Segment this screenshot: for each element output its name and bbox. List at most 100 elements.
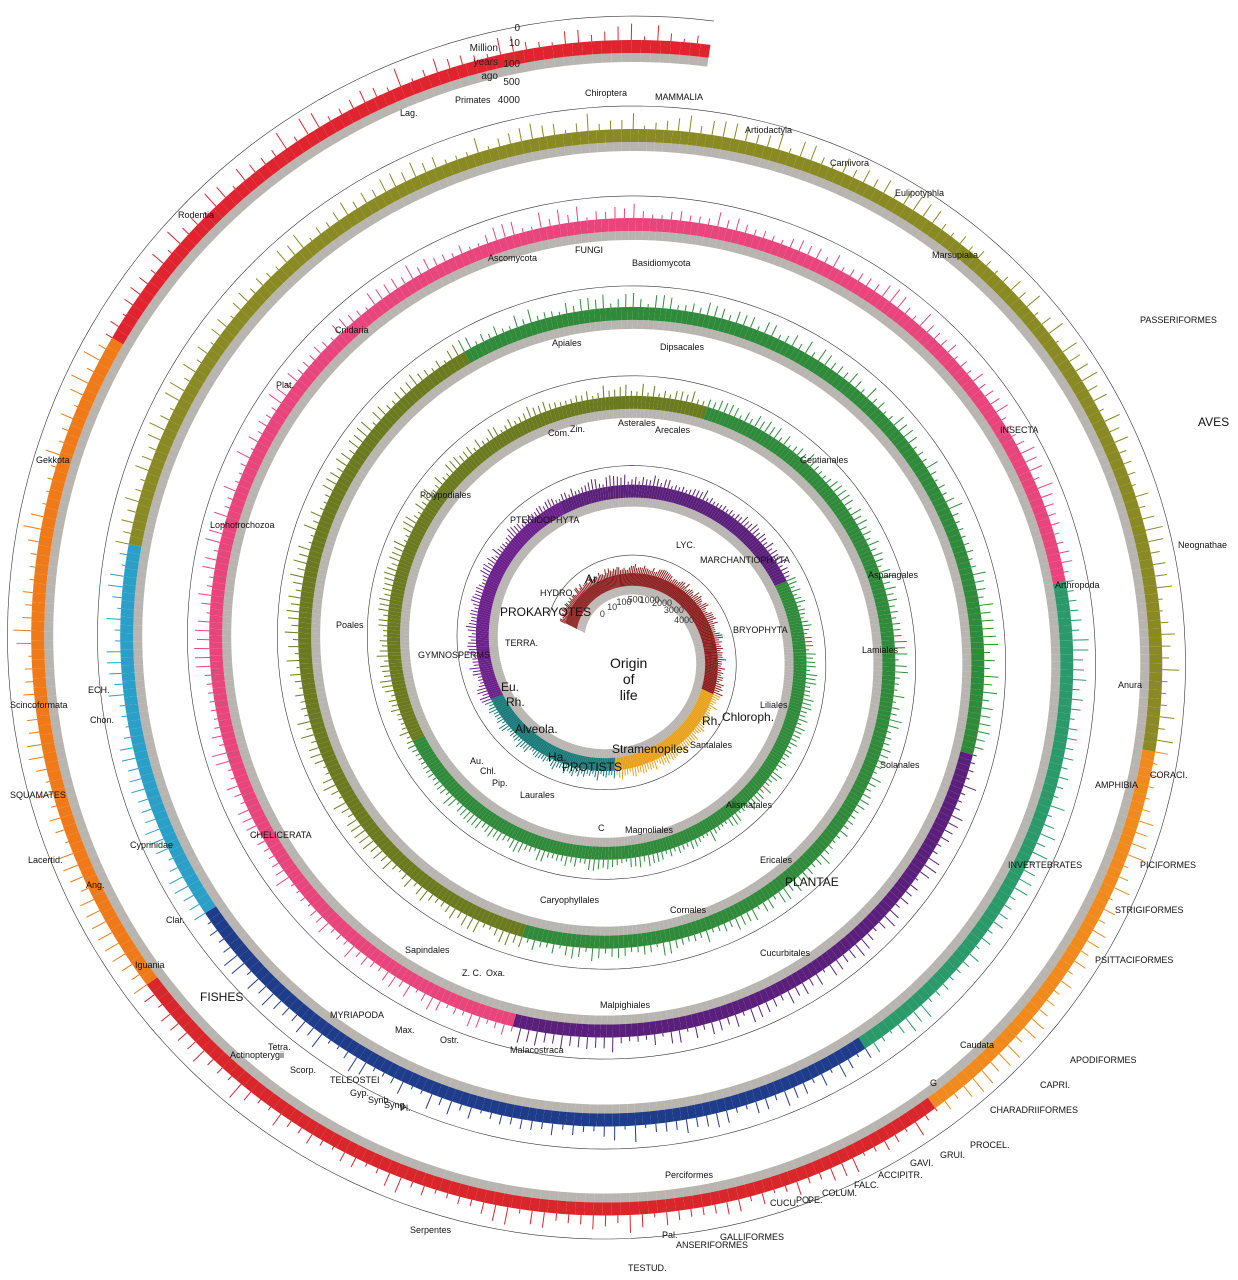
clade-band-segment [423,375,436,390]
grey-time-band-segment [563,742,570,751]
grey-time-band-segment [730,537,739,546]
grey-time-band-segment [642,740,647,751]
grey-time-band-segment [664,597,672,605]
clade-band-segment [971,654,985,661]
clade-band-segment [866,751,880,761]
grey-time-band-segment [44,640,54,650]
clade-band-segment [951,544,967,554]
clade-band-segment [693,706,705,717]
clade-band-segment [419,379,432,393]
clade-band-segment [437,487,450,500]
grey-time-band-segment [575,745,581,755]
clade-band-segment [373,423,387,437]
grey-time-band-segment [428,523,439,532]
clade-band-segment [523,48,535,63]
grey-time-band-segment [530,917,538,928]
grey-time-band-segment [309,877,321,889]
grey-time-band-segment [961,637,971,644]
clade-band-segment [223,931,240,946]
clade-band-segment [833,814,847,826]
grey-time-band-segment [868,615,879,621]
grey-time-band-segment [959,620,970,627]
clade-band-segment [918,332,933,347]
clade-band-segment [686,717,697,729]
clade-band-segment [80,866,97,880]
clade-band-segment [667,1018,676,1033]
clade-band-segment [536,928,545,942]
grey-time-band-segment [625,586,628,596]
grey-time-band-segment [943,770,955,779]
grey-time-band-segment [505,812,514,822]
grey-time-band-segment [579,620,587,627]
grey-time-band-segment [891,323,903,335]
clade-band-segment [212,575,227,585]
grey-time-band-segment [157,477,169,489]
clade-band-segment [627,1112,636,1126]
clade-band-segment [926,832,941,845]
grey-time-band-segment [1140,671,1150,681]
grey-time-band-segment [268,442,280,453]
clade-band-segment [588,130,598,144]
clade-band-segment [775,444,788,458]
grey-time-band-segment [611,53,622,63]
clade-band-segment [534,739,545,751]
clade-band-segment [870,583,885,591]
grey-time-band-segment [747,247,757,259]
clade-band-segment [704,504,714,517]
grey-time-band-segment [265,174,279,188]
clade-band-segment [752,775,765,787]
grey-time-band-segment [846,775,856,784]
clade-band-segment [512,921,522,936]
grey-time-band-segment [419,723,430,730]
grey-time-band-segment [627,1103,635,1113]
grey-time-band-segment [871,690,881,697]
grey-time-band-segment [941,249,954,262]
grey-time-band-segment [949,381,962,393]
grey-time-band-segment [317,887,329,898]
clade-band-segment [488,147,501,162]
grey-time-band-segment [766,737,776,746]
clade-band-segment [399,283,412,299]
grey-time-band-segment [724,532,733,541]
clade-band-segment [718,1188,730,1204]
clade-band-segment [604,846,609,860]
grey-time-band-segment [603,500,607,510]
clade-band-segment [570,608,581,618]
clade-band-segment [970,648,985,655]
branch-tip [669,579,673,583]
clade-band-segment [459,351,471,366]
grey-time-band-segment [956,597,967,605]
grey-time-band-segment [746,554,756,562]
grey-time-band-segment [126,926,140,940]
clade-band-segment [1142,740,1157,752]
clade-band-segment [387,633,401,638]
grey-time-band-segment [334,1019,346,1032]
clade-band-segment [538,513,547,527]
clade-band-segment [658,838,665,852]
grey-time-band-segment [900,463,912,474]
clade-band-segment [882,670,896,677]
clade-band-segment [577,598,587,609]
clade-band-segment [120,640,134,650]
clade-band-segment [703,650,718,652]
grey-time-band-segment [971,908,984,921]
grey-time-band-segment [303,996,316,1009]
clade-band-segment [43,751,58,764]
clade-band-segment [628,217,637,231]
clade-band-segment [966,256,983,272]
branch-tip [660,756,665,766]
grey-time-band-segment [641,1102,650,1113]
grey-time-band-segment [563,833,570,844]
grey-time-band-segment [1122,527,1134,538]
clade-band-segment [519,324,528,339]
clade-band-segment [212,687,227,695]
grey-time-band-segment [607,749,611,759]
clade-band-segment [357,444,371,458]
grey-time-band-segment [568,743,575,753]
grey-time-band-segment [417,546,427,554]
clade-band-segment [459,251,471,267]
clade-band-segment [955,1070,971,1087]
clade-band-segment [339,1035,354,1051]
grey-time-band-segment [728,242,738,253]
clade-band-segment [134,750,149,761]
